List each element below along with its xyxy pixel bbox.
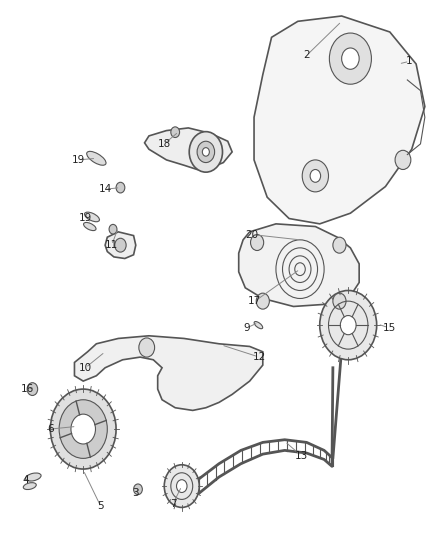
Text: 7: 7 <box>170 499 177 508</box>
Ellipse shape <box>254 321 263 329</box>
Ellipse shape <box>23 483 36 489</box>
Circle shape <box>310 169 321 182</box>
Circle shape <box>171 127 180 138</box>
Text: 9: 9 <box>244 323 251 333</box>
Circle shape <box>197 141 215 163</box>
Circle shape <box>251 235 264 251</box>
Polygon shape <box>145 128 232 169</box>
Circle shape <box>395 150 411 169</box>
Text: 3: 3 <box>132 488 139 498</box>
Circle shape <box>59 400 107 458</box>
Circle shape <box>202 148 209 156</box>
Circle shape <box>333 293 346 309</box>
Circle shape <box>164 465 199 507</box>
Circle shape <box>333 237 346 253</box>
Circle shape <box>340 316 356 335</box>
Circle shape <box>302 160 328 192</box>
Text: 14: 14 <box>99 184 112 194</box>
Text: 6: 6 <box>47 424 54 434</box>
Text: 19: 19 <box>71 155 85 165</box>
Text: 11: 11 <box>105 240 118 250</box>
Polygon shape <box>239 224 359 306</box>
Text: 4: 4 <box>22 475 29 484</box>
Circle shape <box>116 182 125 193</box>
Circle shape <box>139 338 155 357</box>
Text: 16: 16 <box>21 384 34 394</box>
Circle shape <box>256 293 269 309</box>
Ellipse shape <box>84 222 96 231</box>
Text: 20: 20 <box>245 230 258 239</box>
Polygon shape <box>105 232 136 259</box>
Text: 15: 15 <box>382 323 396 333</box>
Ellipse shape <box>87 151 106 165</box>
Circle shape <box>189 132 223 172</box>
Text: 1: 1 <box>406 56 413 66</box>
Circle shape <box>342 48 359 69</box>
Text: 2: 2 <box>303 51 310 60</box>
Polygon shape <box>74 336 263 410</box>
Text: 5: 5 <box>97 502 104 511</box>
Circle shape <box>134 484 142 495</box>
Ellipse shape <box>25 473 41 481</box>
Text: 18: 18 <box>158 139 171 149</box>
Text: 17: 17 <box>248 296 261 306</box>
Circle shape <box>320 290 377 360</box>
Ellipse shape <box>85 212 99 222</box>
Circle shape <box>71 414 95 444</box>
Text: 13: 13 <box>295 451 308 461</box>
Circle shape <box>109 224 117 234</box>
Text: 12: 12 <box>253 352 266 362</box>
Text: 19: 19 <box>79 213 92 223</box>
Circle shape <box>177 480 187 492</box>
Circle shape <box>329 33 371 84</box>
Text: 10: 10 <box>79 363 92 373</box>
Polygon shape <box>254 16 425 224</box>
Circle shape <box>27 383 38 395</box>
Circle shape <box>115 238 126 252</box>
Circle shape <box>50 389 116 469</box>
